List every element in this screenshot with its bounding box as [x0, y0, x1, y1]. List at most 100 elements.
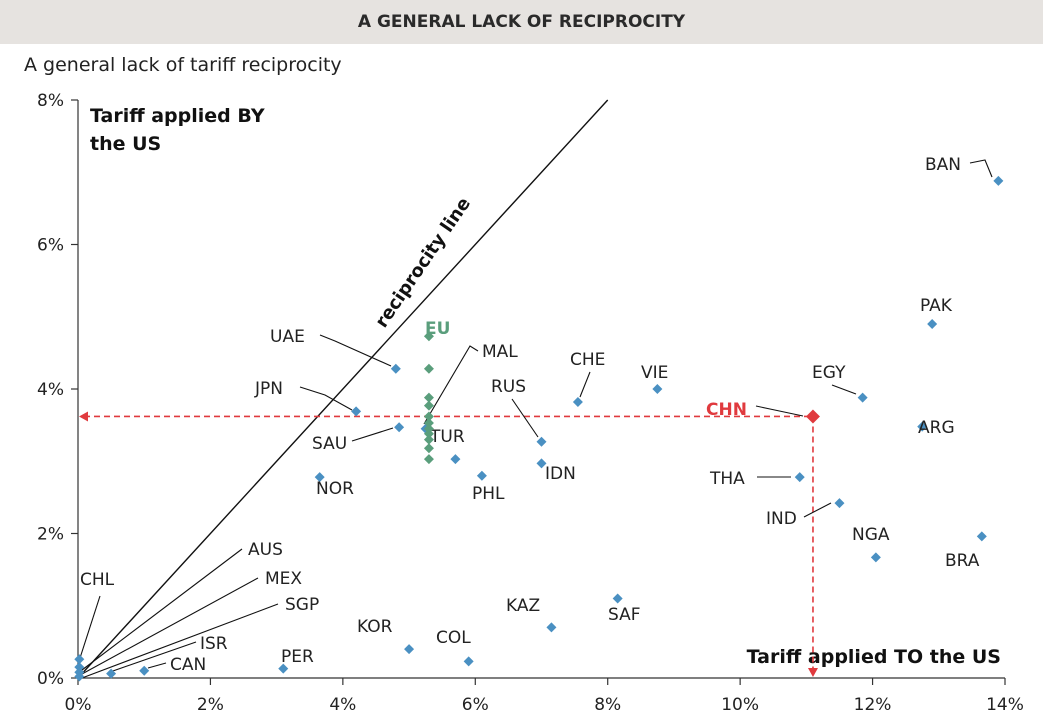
y-tick-label: 4%: [37, 380, 64, 400]
leader-line-can: [147, 662, 167, 669]
chart-banner: A GENERAL LACK OF RECIPROCITY: [0, 0, 1043, 44]
banner-text: A GENERAL LACK OF RECIPROCITY: [357, 12, 686, 32]
point-chl: [74, 654, 85, 665]
point-chn: [805, 409, 820, 424]
x-tick-label: 10%: [721, 695, 759, 715]
point-eu-1: [423, 363, 434, 374]
leader-line-uae: [319, 334, 392, 367]
point-nga: [870, 552, 881, 563]
point-phl: [476, 470, 487, 481]
label-can: CAN: [170, 655, 206, 675]
point-arg: [917, 421, 928, 432]
label-eu: EU: [425, 319, 450, 339]
leader-line-sau: [351, 427, 394, 442]
leader-line-che: [579, 371, 591, 398]
leader-line-ban: [969, 159, 993, 178]
y-tick-label: 2%: [37, 525, 64, 545]
point-nor: [314, 472, 325, 483]
label-tha: THA: [709, 469, 745, 489]
x-axis-title: Tariff applied TO the US: [747, 646, 1001, 668]
point-ban: [993, 175, 1004, 186]
point-eu-4: [423, 411, 434, 422]
china-arrow-down: [807, 668, 818, 677]
point-sgp: [74, 671, 85, 682]
point-vie: [652, 384, 663, 394]
point-kaz: [546, 622, 557, 633]
label-che: CHE: [570, 350, 605, 370]
leader-line-ind: [803, 502, 832, 518]
y-axis-title: Tariff applied BY the US: [90, 105, 265, 155]
label-per: PER: [281, 647, 314, 667]
point-bra: [976, 531, 987, 542]
label-rus: RUS: [491, 377, 526, 397]
reciprocity-line: [77, 99, 609, 679]
point-kor: [404, 644, 415, 655]
point-tur: [450, 454, 461, 465]
point-rus: [536, 436, 547, 447]
label-mex: MEX: [265, 569, 302, 589]
label-vie: VIE: [641, 363, 668, 383]
label-tur: TUR: [429, 427, 465, 447]
label-ban: BAN: [925, 155, 961, 175]
label-nga: NGA: [852, 525, 890, 545]
point-col: [463, 656, 474, 667]
label-uae: UAE: [270, 327, 305, 347]
point-eu-8: [423, 434, 434, 445]
chart-title: A general lack of tariff reciprocity: [24, 54, 342, 76]
point-jpn: [351, 406, 362, 417]
point-eu-0: [423, 331, 434, 342]
x-tick-label: 2%: [197, 695, 224, 715]
label-sgp: SGP: [285, 595, 319, 615]
point-eu-9: [423, 443, 434, 454]
label-egy: EGY: [812, 363, 846, 383]
label-isr: ISR: [200, 634, 228, 654]
y-tick-label: 0%: [37, 669, 64, 689]
label-mal: MAL: [482, 342, 518, 362]
leader-line-chl: [79, 595, 101, 659]
china-arrow-left: [79, 411, 88, 422]
leader-line-mex: [81, 577, 259, 675]
label-idn: IDN: [545, 464, 576, 484]
point-saf: [612, 593, 623, 604]
point-eu-2: [423, 392, 434, 403]
label-chl: CHL: [80, 570, 115, 590]
y-tick-label: 8%: [37, 91, 64, 111]
label-pak: PAK: [920, 296, 953, 316]
leader-line-aus: [81, 548, 243, 671]
point-eu-3: [423, 400, 434, 411]
label-arg: ARG: [918, 418, 955, 438]
point-eu-10: [423, 454, 434, 465]
label-phl: PHL: [472, 484, 505, 504]
leader-line-rus: [511, 398, 539, 438]
point-egy: [857, 392, 868, 403]
x-tick-label: 4%: [329, 695, 356, 715]
point-uae: [390, 363, 401, 374]
point-tha: [794, 472, 805, 483]
label-bra: BRA: [945, 551, 980, 571]
x-tick-label: 14%: [986, 695, 1024, 715]
label-chn: CHN: [706, 400, 747, 420]
point-idn: [536, 458, 547, 469]
leader-line-sgp: [81, 603, 279, 679]
leader-line-jpn: [299, 386, 353, 411]
label-aus: AUS: [248, 540, 283, 560]
leader-line-isr: [109, 641, 197, 673]
label-sau: SAU: [312, 434, 347, 454]
point-che: [572, 397, 583, 408]
point-eu-5: [423, 417, 434, 428]
label-nor: NOR: [316, 479, 354, 499]
point-can: [139, 665, 150, 676]
label-kaz: KAZ: [506, 596, 540, 616]
label-jpn: JPN: [254, 379, 283, 399]
point-pak: [927, 318, 938, 329]
leader-line-mal: [423, 345, 479, 425]
leader-line-egy: [831, 384, 857, 395]
point-eu-7: [423, 428, 434, 439]
point-sau: [394, 422, 405, 433]
y-tick-label: 6%: [37, 236, 64, 256]
point-eu-6: [423, 423, 434, 434]
point-isr: [106, 668, 117, 679]
point-per: [278, 663, 289, 674]
label-col: COL: [436, 628, 471, 648]
